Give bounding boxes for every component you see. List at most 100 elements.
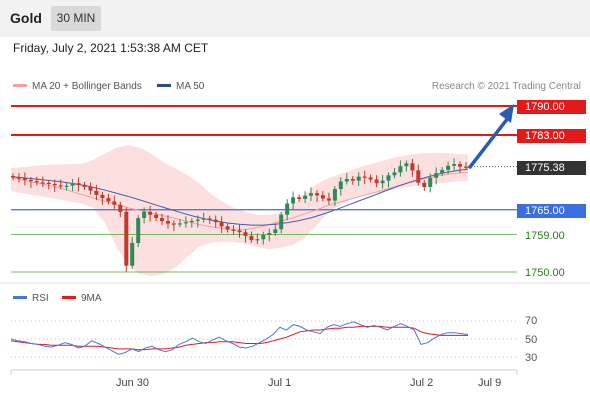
candle-body	[207, 218, 212, 220]
candle-body	[225, 226, 230, 230]
forecast-arrow-head	[499, 104, 514, 123]
candle-body	[464, 166, 468, 168]
candle-body	[70, 183, 75, 186]
x-label-jul1: Jul 1	[268, 377, 292, 389]
header-bar: Gold 30 MIN	[0, 0, 590, 37]
ma9-swatch	[62, 295, 76, 299]
level-r1: 1783.00	[517, 129, 586, 143]
candle-body	[380, 180, 385, 184]
candle-body	[82, 184, 87, 187]
candle-body	[22, 178, 27, 180]
candle-body	[416, 170, 421, 183]
rsi-line	[10, 321, 469, 355]
legend-ma20: MA 20 + Bollinger Bands	[13, 81, 142, 92]
candle-body	[368, 177, 373, 180]
candle-body	[76, 183, 81, 185]
rsi-ma-line	[10, 325, 468, 351]
candle-body	[392, 172, 397, 176]
candle-body	[350, 179, 355, 181]
candle-body	[213, 219, 218, 223]
rsi-level-30: 30	[525, 352, 538, 364]
x-label-jun30: Jun 30	[116, 377, 150, 389]
x-label-jul9: Jul 9	[478, 377, 502, 389]
candle-body	[94, 190, 99, 195]
candle-body	[452, 164, 457, 166]
legend-ma50-label: MA 50	[176, 81, 205, 92]
ma50-swatch	[157, 83, 171, 87]
candle-body	[422, 182, 427, 187]
candle-body	[243, 232, 248, 236]
candle-body	[285, 203, 290, 215]
ma50-line	[10, 168, 469, 226]
datetime-label: Friday, July 2, 2021 1:53:38 AM CET	[13, 41, 209, 55]
candle-body	[398, 166, 403, 173]
candle-body	[291, 197, 296, 204]
candle-body	[34, 181, 39, 183]
candle-body	[267, 233, 272, 235]
ma20-swatch	[13, 83, 27, 87]
legend-rsi-label: RSI	[32, 293, 49, 304]
forecast-arrow-shaft	[468, 116, 510, 169]
candle-body	[309, 193, 313, 196]
candle-body	[124, 211, 129, 266]
candle-body	[118, 204, 123, 212]
level-s1: 1765.00	[517, 204, 586, 218]
credit-label: Research © 2021 Trading Central	[431, 81, 581, 92]
candle-body	[112, 201, 117, 205]
candle-body	[130, 242, 135, 266]
instrument-title: Gold	[10, 10, 42, 26]
candle-body	[374, 179, 379, 184]
candle-body	[52, 184, 57, 186]
candle-body	[11, 176, 15, 178]
candle-body	[249, 235, 254, 241]
candle-body	[273, 229, 278, 233]
candle-body	[440, 169, 445, 174]
candle-body	[303, 195, 308, 199]
candle-body	[201, 218, 206, 220]
candle-body	[58, 185, 63, 187]
candle-body	[362, 176, 367, 178]
candle-body	[446, 165, 451, 170]
candle-body	[279, 214, 284, 230]
candle-body	[183, 222, 188, 224]
candle-body	[320, 195, 325, 199]
candle-body	[171, 223, 176, 225]
candle-body	[410, 163, 415, 171]
timeframe-button[interactable]: 30 MIN	[51, 6, 101, 31]
candle-body	[231, 229, 236, 231]
candle-body	[356, 176, 361, 181]
candle-body	[106, 198, 111, 202]
rsi-swatch	[13, 295, 27, 299]
candle-body	[148, 211, 153, 215]
legend-9ma-label: 9MA	[81, 293, 102, 304]
candle-body	[189, 221, 194, 223]
rsi-level-50: 50	[525, 334, 538, 346]
candle-body	[315, 193, 319, 196]
candle-body	[237, 230, 242, 233]
candle-body	[154, 214, 159, 218]
candle-body	[458, 164, 462, 167]
candle-body	[219, 222, 224, 227]
candle-body	[404, 163, 409, 167]
level-r2: 1790.00	[517, 100, 586, 114]
candle-body	[338, 181, 343, 189]
bollinger-band	[11, 145, 468, 277]
legend-ma20-label: MA 20 + Bollinger Bands	[32, 81, 142, 92]
candle-body	[166, 221, 170, 224]
candle-body	[428, 177, 433, 187]
candle-body	[177, 223, 182, 225]
candle-body	[100, 194, 105, 199]
candle-body	[332, 189, 337, 201]
candle-body	[326, 198, 331, 201]
candle-body	[88, 186, 93, 191]
candle-body	[434, 173, 439, 178]
level-s2: 1759.00	[525, 230, 565, 242]
rsi-level-70: 70	[525, 315, 538, 327]
candle-body	[136, 218, 141, 243]
candle-body	[17, 177, 21, 179]
level-s3: 1750.00	[525, 267, 565, 279]
candle-body	[28, 179, 33, 182]
candle-body	[195, 219, 200, 221]
candle-body	[40, 182, 45, 184]
